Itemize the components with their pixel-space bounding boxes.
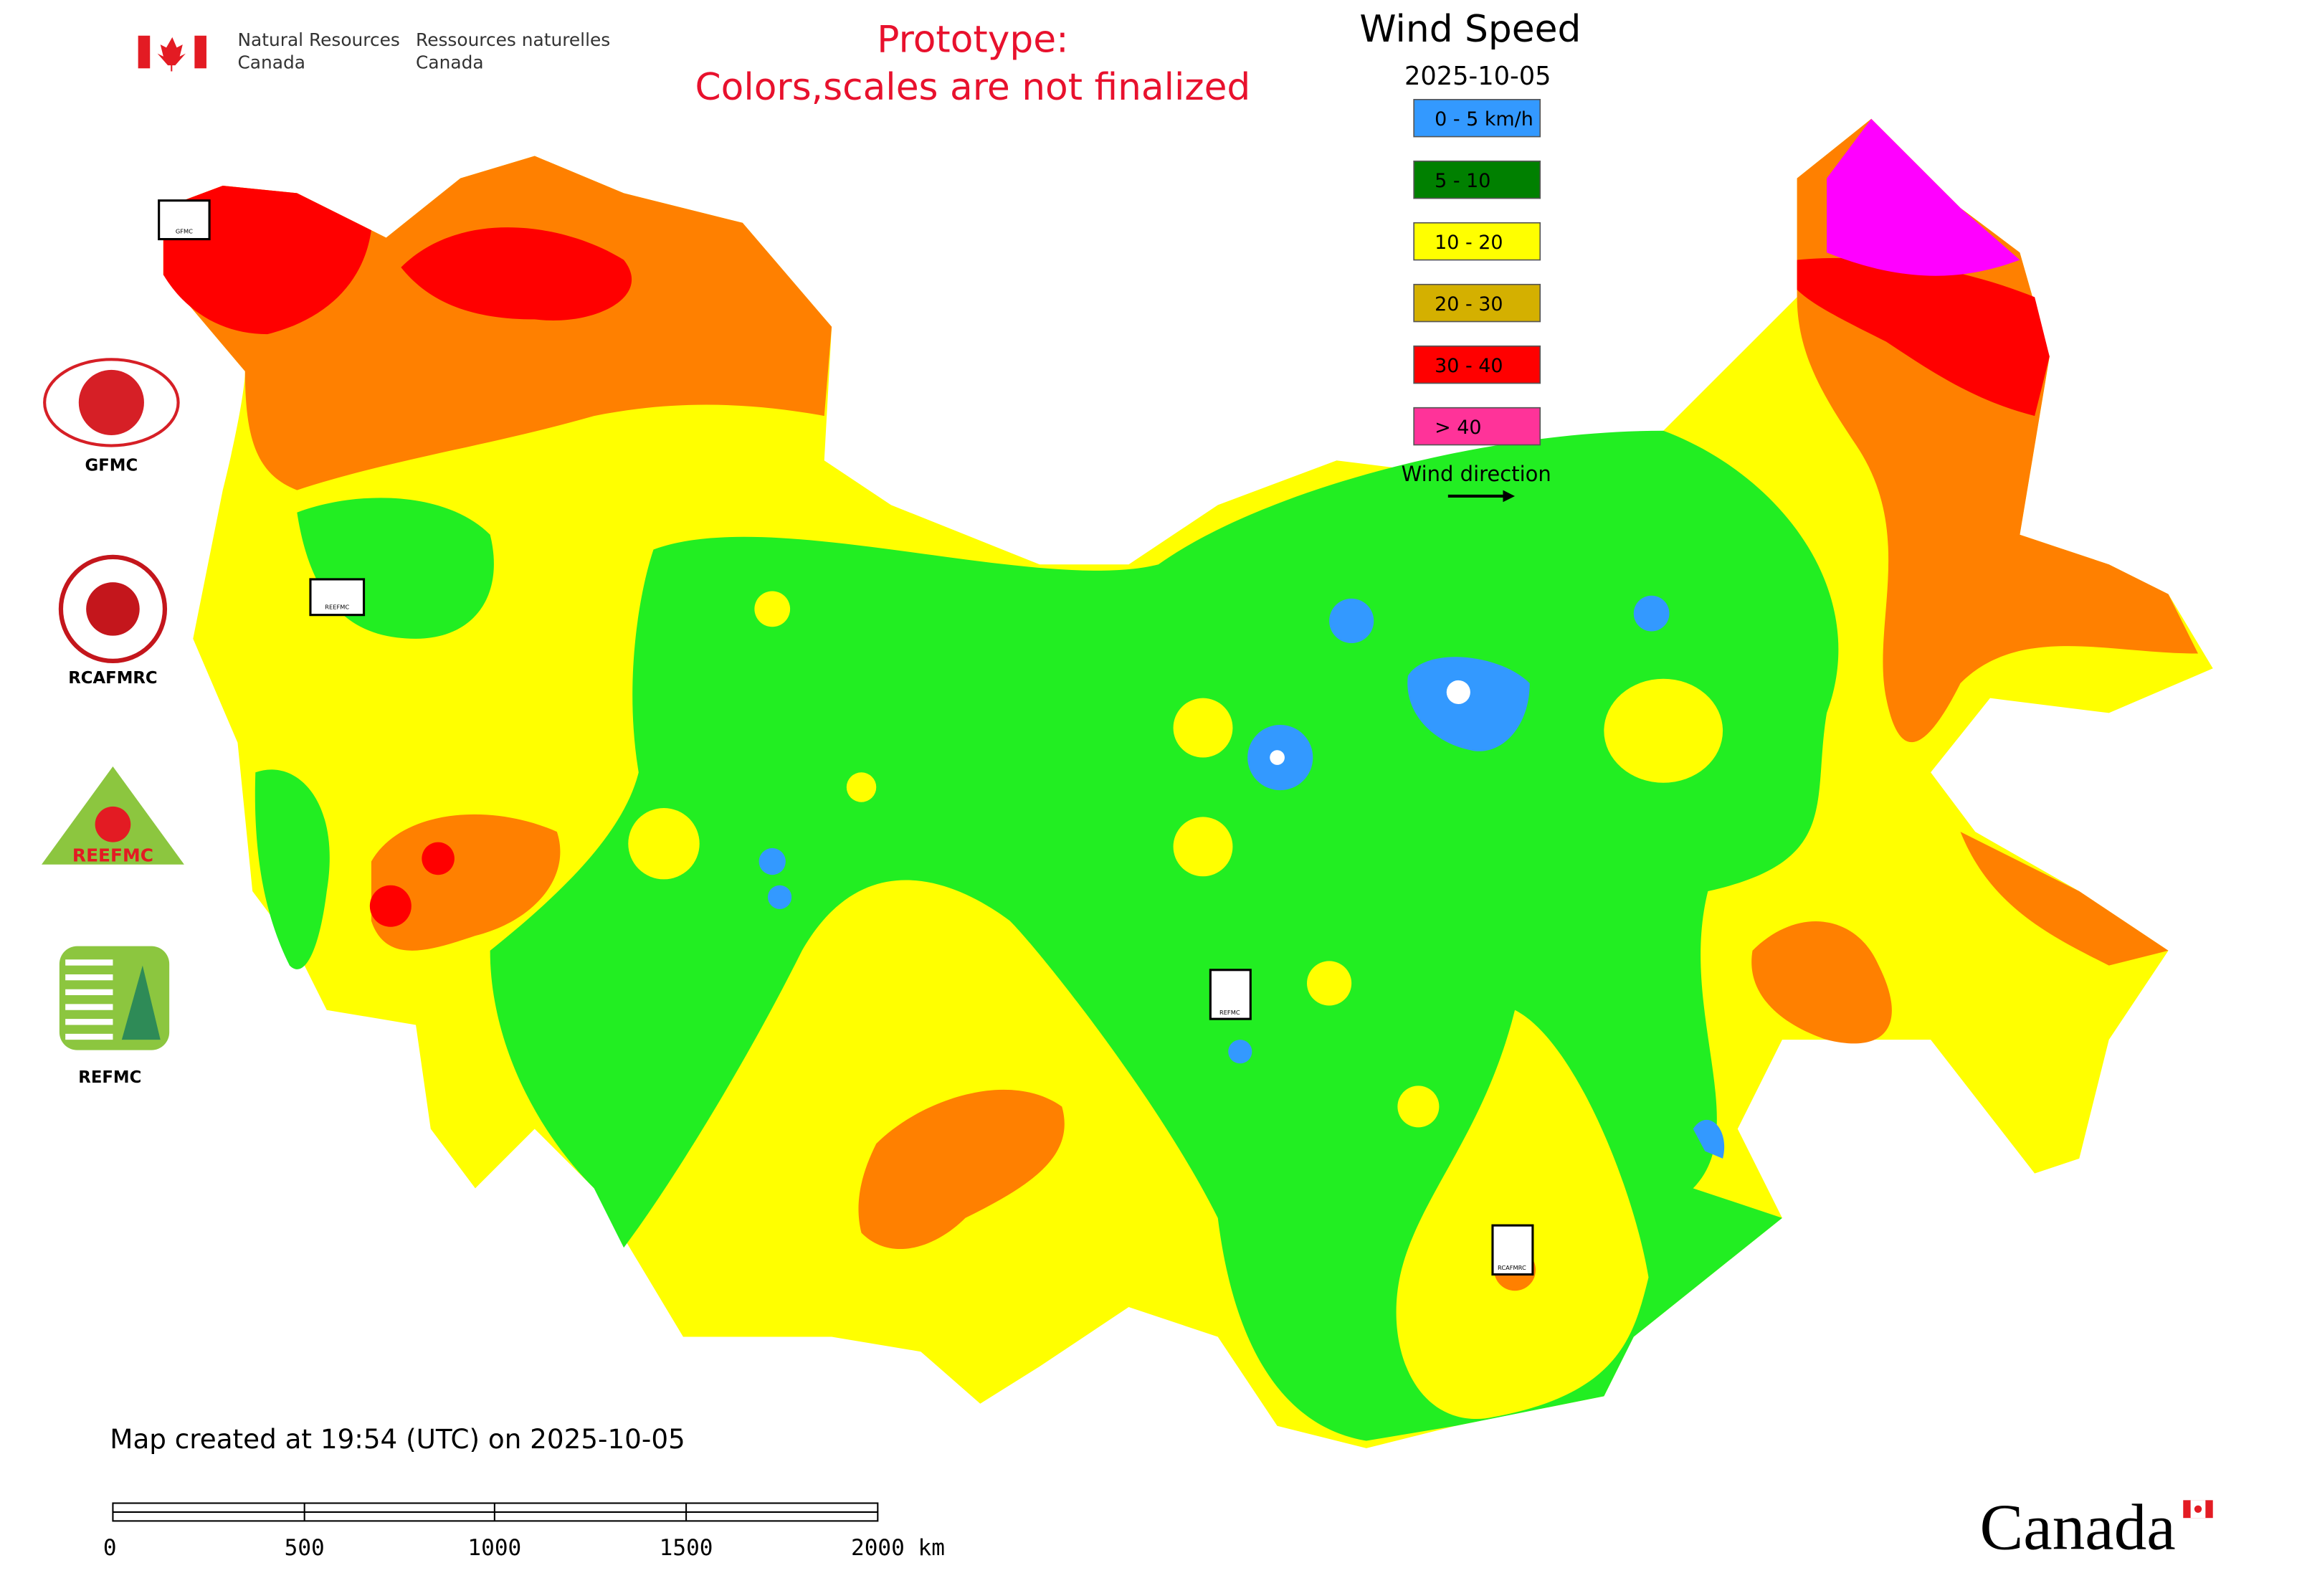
wind-arrow-head: [1503, 490, 1516, 503]
marker-label: REEFMC: [325, 603, 349, 610]
logo-label: GFMC: [85, 457, 138, 475]
logo-reefmc: REEFMC: [42, 766, 184, 866]
center-marker: [309, 578, 366, 617]
zone-red: [422, 842, 455, 875]
legend-swatch: [1413, 160, 1541, 199]
zone-orange: [371, 814, 561, 951]
zone-yellow: [1396, 1010, 1649, 1420]
footer-note: Map created at 19:54 (UTC) on 2025-10-05: [110, 1423, 685, 1455]
scale-label: 1500: [660, 1535, 713, 1561]
logo-rcafmrc: RCAFMRC: [58, 554, 168, 688]
logo-stripes: [65, 959, 113, 1040]
map-title: Wind Speed: [1359, 8, 1581, 51]
zone-yellow: [1397, 1086, 1440, 1128]
wordmark-leaf: [2194, 1505, 2202, 1513]
scale-label: 0: [103, 1535, 117, 1561]
zone-blue: [1329, 598, 1374, 644]
scale-label: 500: [285, 1535, 325, 1561]
legend-swatch: [1413, 98, 1541, 138]
zone-blue: [1407, 657, 1530, 751]
zone-yellow: [628, 807, 700, 880]
zone-red: [1797, 257, 2050, 417]
zone-blue: [768, 885, 792, 909]
zone-yellow: [754, 591, 791, 627]
zone-red: [163, 185, 371, 335]
zone-orange: [1960, 832, 2169, 966]
center-marker: [1209, 969, 1252, 1020]
logo-emblem: [78, 369, 144, 436]
logo-emblem: [86, 582, 140, 636]
logo-emblem: [95, 806, 131, 842]
zone-yellow: [1173, 698, 1233, 758]
scale-bar: 0 500 1000 1500 2000 km: [103, 1502, 945, 1561]
logo-ring: [43, 358, 180, 447]
legend-label: 5 - 10: [1435, 170, 1490, 192]
legend: 0 - 5 km/h 5 - 10 10 - 20 20 - 30 30 - 40 > 4…: [1413, 98, 1541, 446]
zone-yellow: [1173, 817, 1233, 877]
legend-label: 10 - 20: [1435, 232, 1503, 254]
center-marker: [1491, 1224, 1534, 1276]
legend-label: > 40: [1435, 417, 1481, 439]
zone-green: [255, 769, 330, 969]
agency-fr: Ressources naturelles: [416, 29, 610, 50]
logo-gfmc: GFMC: [43, 358, 180, 475]
map-date: 2025-10-05: [1404, 62, 1551, 91]
maple-leaf: [157, 37, 186, 72]
logo-refmc: REFMC: [59, 946, 170, 1087]
marker-label: GFMC: [176, 227, 193, 234]
legend-swatch: [1413, 407, 1541, 446]
zone-blue: [1228, 1040, 1252, 1064]
scale-label: 2000 km: [851, 1535, 945, 1561]
scale-label: 1000: [467, 1535, 521, 1561]
calm-center: [1446, 680, 1470, 704]
zone-blue: [1633, 595, 1670, 632]
legend-label: 0 - 5 km/h: [1435, 108, 1533, 130]
zone-yellow: [846, 772, 877, 802]
flag-bar: [194, 35, 206, 69]
agency-en: Natural Resources: [237, 29, 399, 50]
center-marker: [158, 199, 211, 241]
marker-label: REFMC: [1219, 1009, 1240, 1016]
agency-fr: Canada: [416, 52, 484, 72]
legend-swatch: [1413, 222, 1541, 261]
flag-bar: [138, 35, 151, 69]
wind-map: GFMC REEFMC REFMC RCAFMRC: [158, 118, 2213, 1448]
zone-red: [369, 885, 412, 927]
logo-label: RCAFMRC: [68, 669, 157, 688]
zone-yellow: [1307, 961, 1352, 1006]
legend-label: 20 - 30: [1435, 293, 1503, 315]
canada-wordmark: Canada: [1979, 1491, 2175, 1564]
legend-label: 30 - 40: [1435, 355, 1503, 377]
gc-signature: Natural Resources Canada Ressources natu…: [138, 29, 610, 72]
zone-blue: [1693, 1119, 1725, 1159]
zone-magenta: [1827, 118, 2020, 276]
logo-label: REFMC: [78, 1068, 141, 1087]
zone-red: [401, 227, 632, 321]
wind-direction-label: Wind direction: [1402, 462, 1551, 486]
calm-center: [1270, 750, 1285, 765]
marker-label: RCAFMRC: [1498, 1264, 1526, 1271]
agency-en: Canada: [237, 52, 305, 72]
notice: Colors,scales are not finalized: [695, 66, 1251, 109]
zone-orange: [858, 1089, 1065, 1250]
zone-orange: [1751, 921, 1892, 1044]
logo-text: REEFMC: [72, 845, 153, 866]
notice: Prototype:: [877, 19, 1068, 62]
legend-swatch: [1413, 283, 1541, 323]
zone-blue: [758, 847, 786, 875]
legend-swatch: [1413, 345, 1541, 384]
zone-yellow: [1604, 678, 1723, 783]
logo-tree: [121, 965, 161, 1040]
